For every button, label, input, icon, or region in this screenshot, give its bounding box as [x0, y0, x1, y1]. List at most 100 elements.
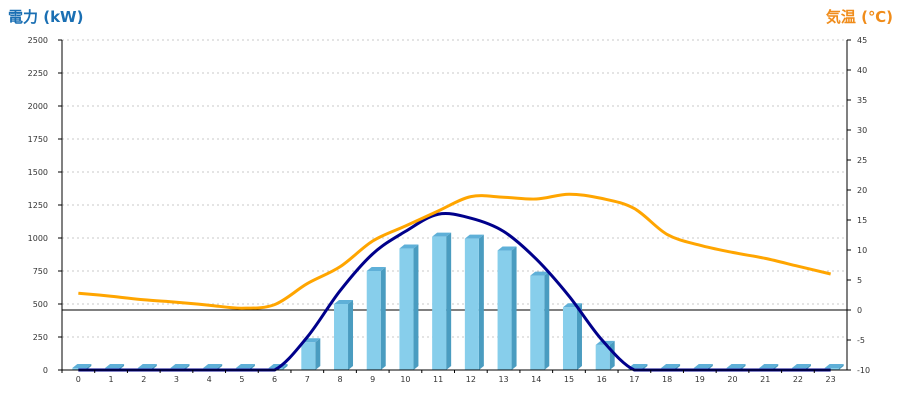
left-tick-label: 2250: [28, 69, 48, 78]
right-tick-label: 25: [857, 156, 867, 165]
power-curve: [78, 212, 831, 372]
bar-front: [562, 307, 577, 370]
bar-front: [595, 344, 610, 370]
x-tick-label: 7: [305, 375, 310, 384]
bar-front: [432, 236, 447, 370]
bar-side: [511, 246, 517, 370]
right-tick-label: 15: [857, 216, 867, 225]
bar-side: [380, 267, 386, 370]
bar-series: [72, 232, 844, 370]
bar-front: [530, 275, 545, 370]
bar-top: [334, 300, 354, 304]
bar-top: [170, 364, 190, 368]
bar-side: [544, 271, 550, 370]
right-tick-label: 10: [857, 246, 867, 255]
x-tick-label: 4: [207, 375, 212, 384]
x-tick-label: 17: [629, 375, 639, 384]
left-tick-label: 2500: [28, 36, 48, 45]
left-axis-title: 電力 (kW): [8, 8, 83, 26]
bar-9: [366, 267, 386, 370]
x-tick-label: 22: [793, 375, 803, 384]
x-tick-label: 6: [272, 375, 277, 384]
x-tick-label: 13: [498, 375, 508, 384]
x-tick-label: 3: [174, 375, 179, 384]
bar-12: [464, 234, 484, 370]
right-tick-label: 20: [857, 186, 867, 195]
x-tick-label: 18: [662, 375, 672, 384]
bar-top: [693, 364, 713, 368]
right-axis-title: 気温 (℃): [826, 8, 893, 26]
right-tick-label: 40: [857, 66, 867, 75]
left-tick-label: 0: [43, 366, 48, 375]
bar-23: [824, 364, 844, 370]
x-tick-label: 9: [370, 375, 375, 384]
right-tick-label: 30: [857, 126, 867, 135]
bar-side: [838, 364, 844, 370]
right-tick-label: 35: [857, 96, 867, 105]
x-tick-label: 5: [239, 375, 244, 384]
left-tick-label: 500: [33, 300, 48, 309]
bar-top: [497, 246, 517, 251]
x-tick-label: 15: [564, 375, 574, 384]
x-tick-label: 14: [531, 375, 541, 384]
bar-side: [446, 232, 452, 370]
line-series: [78, 192, 831, 372]
bar-top: [399, 244, 419, 249]
x-tick-label: 10: [400, 375, 410, 384]
x-tick-label: 20: [727, 375, 737, 384]
bar-15: [562, 303, 582, 370]
temperature-line: [78, 192, 831, 310]
right-tick-label: -10: [857, 366, 870, 375]
bar-top: [628, 364, 648, 368]
grid: [62, 39, 847, 338]
bar-side: [413, 244, 419, 370]
bar-front: [334, 304, 349, 370]
right-tick-label: 0: [857, 306, 862, 315]
axes: 02505007501000125015001750200022502500-1…: [28, 36, 870, 384]
right-tick-label: 5: [857, 276, 862, 285]
bar-side: [282, 364, 288, 370]
bar-side: [348, 300, 354, 370]
bar-side: [576, 303, 582, 370]
x-tick-label: 1: [109, 375, 114, 384]
left-tick-label: 1750: [28, 135, 48, 144]
bar-7: [301, 338, 321, 370]
bar-13: [497, 246, 517, 370]
bar-10: [399, 244, 419, 370]
bar-side: [609, 340, 615, 370]
x-tick-label: 2: [141, 375, 146, 384]
bar-top: [661, 364, 681, 368]
x-tick-label: 12: [466, 375, 476, 384]
x-tick-label: 8: [337, 375, 342, 384]
x-tick-label: 16: [597, 375, 607, 384]
bar-front: [399, 248, 414, 370]
bar-top: [464, 234, 484, 239]
bar-top: [105, 364, 125, 368]
x-tick-label: 11: [433, 375, 443, 384]
right-tick-label: -5: [857, 336, 865, 345]
bar-top: [366, 267, 386, 271]
right-tick-label: 45: [857, 36, 867, 45]
left-tick-label: 1000: [28, 234, 48, 243]
bar-top: [203, 364, 223, 368]
bar-top: [530, 271, 550, 276]
x-tick-label: 21: [760, 375, 770, 384]
bar-top: [72, 364, 92, 368]
x-tick-label: 0: [76, 375, 81, 384]
bar-8: [334, 300, 354, 370]
bar-front: [366, 271, 381, 370]
x-tick-label: 23: [826, 375, 836, 384]
left-tick-label: 250: [33, 333, 48, 342]
x-tick-label: 19: [695, 375, 705, 384]
bar-front: [824, 368, 839, 370]
bar-top: [432, 232, 452, 237]
bar-side: [478, 234, 484, 370]
bar-11: [432, 232, 452, 370]
bar-front: [301, 342, 316, 370]
bar-front: [464, 238, 479, 370]
bar-top: [235, 364, 255, 368]
bar-front: [497, 250, 512, 370]
bar-top: [726, 364, 746, 368]
